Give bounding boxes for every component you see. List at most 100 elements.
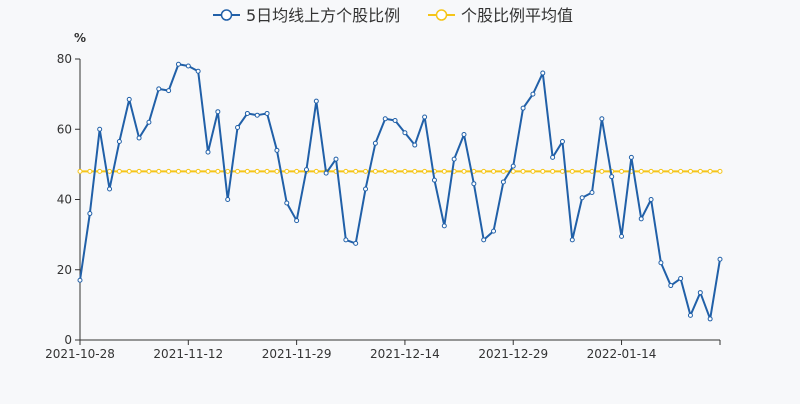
data-point[interactable] — [461, 132, 467, 138]
data-point[interactable] — [520, 168, 526, 174]
data-point[interactable] — [422, 114, 428, 120]
data-point[interactable] — [717, 168, 723, 174]
data-point[interactable] — [481, 168, 487, 174]
data-point[interactable] — [687, 312, 693, 318]
data-point[interactable] — [185, 168, 191, 174]
data-point[interactable] — [166, 88, 172, 94]
data-point[interactable] — [156, 168, 162, 174]
data-point[interactable] — [530, 91, 536, 97]
data-point[interactable] — [510, 163, 516, 169]
data-point[interactable] — [353, 240, 359, 246]
data-point[interactable] — [648, 168, 654, 174]
data-point[interactable] — [392, 168, 398, 174]
data-point[interactable] — [599, 116, 605, 122]
data-point[interactable] — [500, 179, 506, 185]
data-point[interactable] — [97, 126, 103, 132]
data-point[interactable] — [431, 177, 437, 183]
data-point[interactable] — [225, 197, 231, 202]
data-point[interactable] — [274, 168, 280, 174]
data-point[interactable] — [195, 168, 201, 174]
data-point[interactable] — [707, 316, 713, 322]
data-point[interactable] — [146, 168, 152, 174]
data-point[interactable] — [697, 290, 703, 296]
data-point[interactable] — [107, 168, 113, 174]
data-point[interactable] — [707, 168, 713, 174]
data-point[interactable] — [638, 216, 644, 222]
data-point[interactable] — [343, 237, 349, 243]
data-point[interactable] — [609, 174, 615, 180]
data-point[interactable] — [579, 168, 585, 174]
data-point[interactable] — [303, 167, 309, 173]
data-point[interactable] — [559, 139, 565, 145]
data-point[interactable] — [589, 189, 595, 195]
data-point[interactable] — [619, 168, 625, 174]
data-point[interactable] — [323, 170, 329, 176]
data-point[interactable] — [225, 168, 231, 174]
data-point[interactable] — [471, 181, 477, 187]
data-point[interactable] — [402, 168, 408, 174]
data-point[interactable] — [412, 168, 418, 174]
data-point[interactable] — [678, 276, 684, 282]
data-point[interactable] — [382, 168, 388, 174]
data-point[interactable] — [500, 168, 506, 174]
data-point[interactable] — [244, 168, 250, 174]
legend-item-series-2[interactable]: 个股比例平均值 — [428, 6, 573, 25]
data-point[interactable] — [550, 154, 556, 160]
data-point[interactable] — [166, 168, 172, 174]
data-point[interactable] — [136, 135, 142, 141]
data-point[interactable] — [294, 218, 300, 224]
data-point[interactable] — [441, 223, 447, 229]
data-point[interactable] — [491, 168, 497, 174]
data-point[interactable] — [550, 168, 556, 174]
data-point[interactable] — [491, 228, 497, 234]
legend-item-series-1[interactable]: 5日均线上方个股比例 — [213, 6, 400, 25]
data-point[interactable] — [363, 168, 369, 174]
data-point[interactable] — [687, 168, 693, 174]
data-point[interactable] — [175, 61, 181, 67]
data-point[interactable] — [254, 168, 260, 174]
data-point[interactable] — [264, 168, 270, 174]
data-point[interactable] — [402, 130, 408, 136]
data-point[interactable] — [353, 168, 359, 174]
data-point[interactable] — [451, 156, 457, 162]
data-point[interactable] — [658, 260, 664, 266]
data-point[interactable] — [363, 186, 369, 192]
data-point[interactable] — [235, 168, 241, 174]
data-point[interactable] — [638, 168, 644, 174]
data-point[interactable] — [215, 109, 221, 115]
data-point[interactable] — [215, 168, 221, 174]
data-point[interactable] — [116, 139, 122, 145]
data-point[interactable] — [175, 168, 181, 174]
data-point[interactable] — [579, 195, 585, 201]
data-point[interactable] — [658, 168, 664, 174]
data-point[interactable] — [205, 149, 211, 155]
data-point[interactable] — [77, 168, 83, 174]
data-point[interactable] — [97, 168, 103, 174]
data-point[interactable] — [87, 211, 93, 217]
data-point[interactable] — [136, 168, 142, 174]
data-point[interactable] — [244, 110, 250, 116]
data-point[interactable] — [599, 168, 605, 174]
data-point[interactable] — [392, 117, 398, 123]
data-point[interactable] — [185, 63, 191, 69]
data-point[interactable] — [697, 168, 703, 174]
data-point[interactable] — [668, 283, 674, 289]
data-point[interactable] — [559, 168, 565, 174]
data-point[interactable] — [668, 168, 674, 174]
data-point[interactable] — [343, 168, 349, 174]
data-point[interactable] — [107, 186, 113, 192]
data-point[interactable] — [313, 168, 319, 174]
data-point[interactable] — [422, 168, 428, 174]
data-point[interactable] — [77, 277, 83, 283]
data-point[interactable] — [235, 124, 241, 130]
data-point[interactable] — [87, 168, 93, 174]
data-point[interactable] — [116, 168, 122, 174]
data-point[interactable] — [540, 168, 546, 174]
data-point[interactable] — [530, 168, 536, 174]
data-point[interactable] — [619, 233, 625, 239]
legend[interactable]: 5日均线上方个股比例 个股比例平均值 — [213, 6, 573, 25]
data-point[interactable] — [648, 197, 654, 202]
data-point[interactable] — [540, 70, 546, 76]
data-point[interactable] — [569, 168, 575, 174]
data-point[interactable] — [264, 110, 270, 116]
